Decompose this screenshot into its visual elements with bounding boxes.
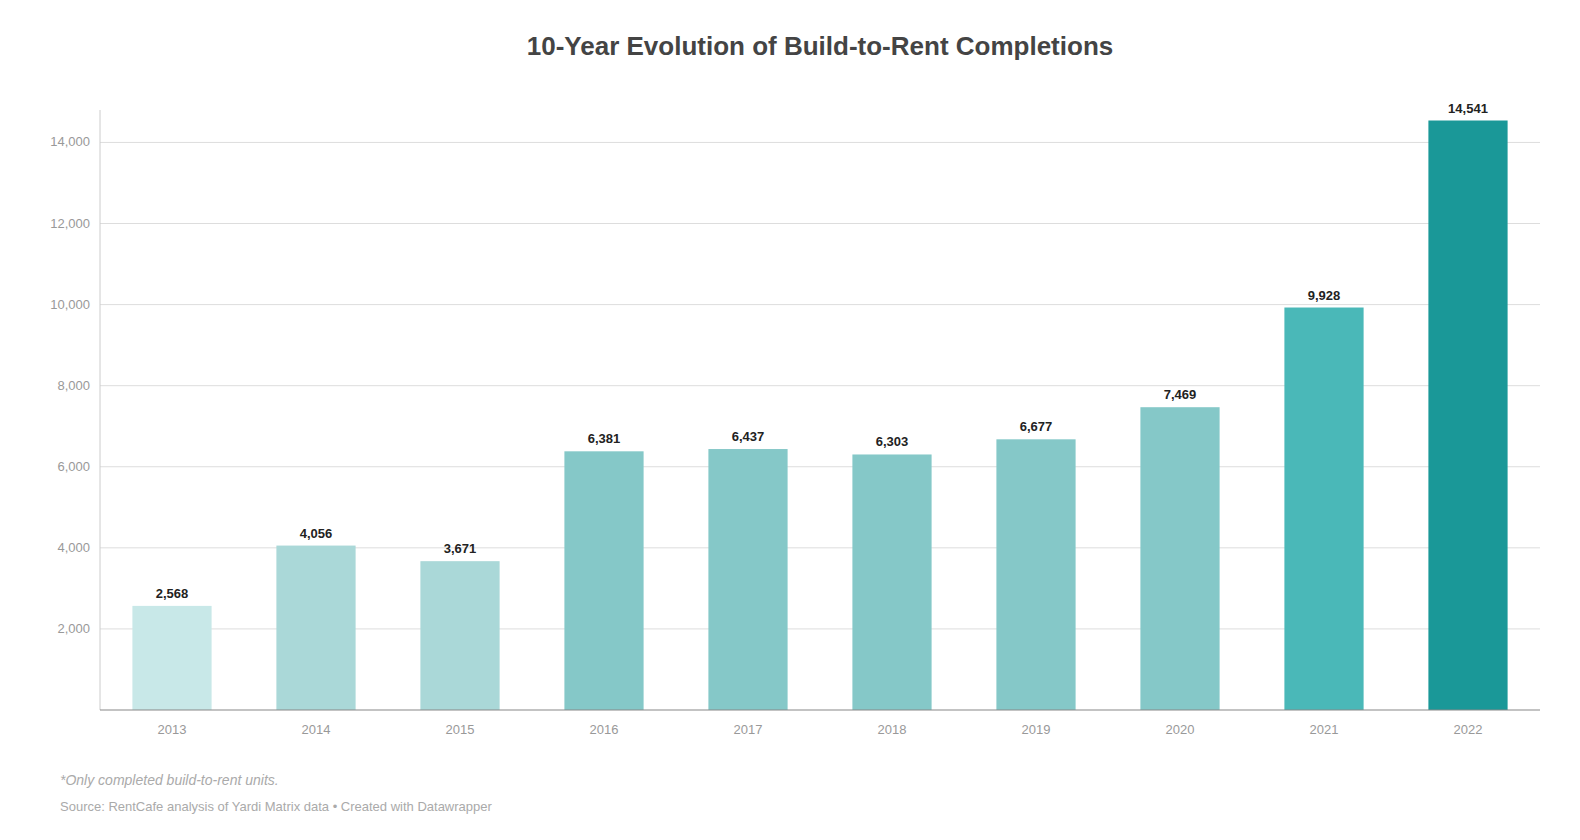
data-label: 7,469 (1164, 387, 1197, 402)
bar (852, 454, 931, 710)
grid-line (100, 223, 1540, 224)
bar (276, 546, 355, 710)
bar (708, 449, 787, 710)
y-axis-line (100, 110, 101, 710)
grid-line (100, 304, 1540, 305)
y-tick-label: 12,000 (50, 216, 90, 231)
x-tick-label: 2014 (302, 722, 331, 737)
x-tick-label: 2019 (1022, 722, 1051, 737)
data-label: 2,568 (156, 586, 189, 601)
data-label: 3,671 (444, 541, 477, 556)
data-label: 6,381 (588, 431, 621, 446)
data-label: 4,056 (300, 526, 333, 541)
x-tick-label: 2022 (1454, 722, 1483, 737)
bar (564, 451, 643, 710)
bar (1140, 407, 1219, 710)
grid-line (100, 142, 1540, 143)
data-label: 6,303 (876, 434, 909, 449)
y-tick-label: 6,000 (57, 459, 90, 474)
x-tick-label: 2016 (590, 722, 619, 737)
y-tick-label: 4,000 (57, 540, 90, 555)
bar (996, 439, 1075, 710)
footnote: Source: RentCafe analysis of Yardi Matri… (60, 799, 493, 814)
y-tick-label: 8,000 (57, 378, 90, 393)
x-tick-label: 2020 (1166, 722, 1195, 737)
x-tick-label: 2015 (446, 722, 475, 737)
bar (420, 561, 499, 710)
x-axis-line (100, 709, 1540, 710)
data-label: 9,928 (1308, 288, 1341, 303)
x-tick-label: 2021 (1310, 722, 1339, 737)
y-tick-label: 2,000 (57, 621, 90, 636)
bars (132, 121, 1507, 711)
data-label: 6,437 (732, 429, 765, 444)
y-tick-label: 10,000 (50, 297, 90, 312)
chart: 10-Year Evolution of Build-to-Rent Compl… (0, 0, 1580, 840)
bar (1284, 308, 1363, 710)
bar (132, 606, 211, 710)
y-tick-label: 14,000 (50, 134, 90, 149)
x-tick-label: 2017 (734, 722, 763, 737)
data-label: 6,677 (1020, 419, 1053, 434)
x-tick-label: 2018 (878, 722, 907, 737)
footnote: *Only completed build-to-rent units. (60, 772, 279, 788)
bar (1428, 121, 1507, 711)
data-label: 14,541 (1448, 101, 1488, 116)
title: 10-Year Evolution of Build-to-Rent Compl… (527, 31, 1113, 61)
x-tick-label: 2013 (158, 722, 187, 737)
